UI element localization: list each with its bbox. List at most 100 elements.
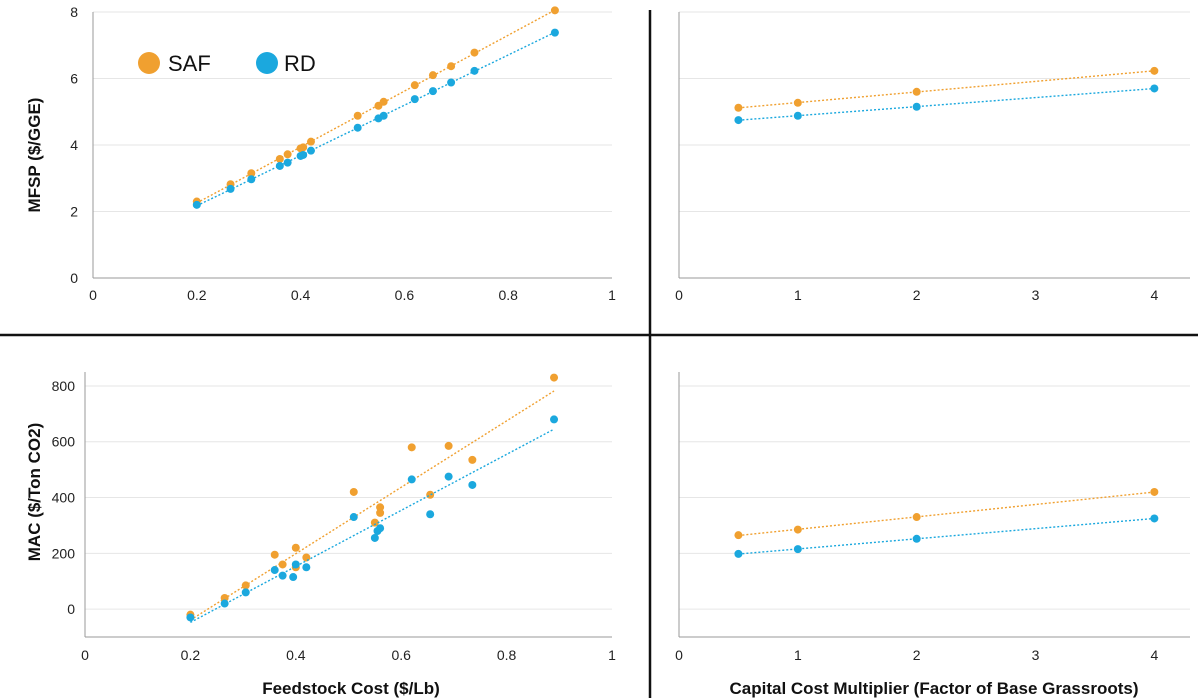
data-point-saf (550, 373, 559, 382)
data-point-saf (407, 443, 416, 452)
data-point-saf (220, 593, 229, 602)
data-point-rd (278, 571, 287, 580)
data-point-saf (306, 137, 315, 146)
data-point-rd (426, 510, 435, 519)
x-tick-label: 1 (794, 287, 802, 303)
x-tick-label: 2 (913, 287, 921, 303)
data-point-rd (550, 415, 559, 424)
data-point-rd (275, 161, 284, 170)
data-point-saf (353, 111, 362, 120)
data-point-rd (912, 534, 921, 543)
x-tick-label: 1 (608, 287, 616, 303)
data-point-rd (376, 524, 385, 533)
data-point-saf (426, 490, 435, 499)
data-point-rd (241, 588, 250, 597)
trendline-saf (738, 70, 1155, 109)
data-point-saf (912, 87, 921, 96)
data-point-saf (447, 62, 456, 71)
data-point-rd (370, 533, 379, 542)
data-point-rd (306, 146, 315, 155)
top-left-y-axis-title: MFSP ($/GGE) (25, 98, 44, 213)
data-point-rd (550, 28, 559, 37)
panel-top-right: 0 1 2 3 4 (675, 11, 1190, 303)
data-point-saf (550, 6, 559, 15)
data-point-saf (291, 543, 300, 552)
y-tick-label: 0 (67, 601, 75, 617)
data-point-saf (247, 169, 256, 178)
x-tick-label: 0 (675, 647, 683, 663)
data-point-saf (734, 531, 743, 540)
data-point-saf (428, 71, 437, 80)
panel-top-left: 0 0.2 0.4 0.6 0.8 1 0 2 4 6 8 (70, 4, 616, 303)
trendline-rd (738, 87, 1155, 121)
data-point-saf (734, 103, 743, 112)
x-tick-label: 0 (89, 287, 97, 303)
data-point-rd (192, 200, 201, 209)
data-point-rd (734, 549, 743, 558)
data-point-saf (349, 487, 358, 496)
data-point-saf (283, 150, 292, 159)
legend-label-saf: SAF (168, 51, 211, 76)
data-point-saf (468, 455, 477, 464)
data-point-rd (912, 102, 921, 111)
y-tick-label: 800 (52, 378, 76, 394)
data-point-saf (302, 553, 311, 562)
data-point-rd (407, 475, 416, 484)
data-point-rd (379, 111, 388, 120)
x-tick-label: 4 (1150, 647, 1158, 663)
data-point-rd (468, 480, 477, 489)
data-point-saf (912, 513, 921, 522)
y-tick-label: 6 (70, 71, 78, 87)
x-tick-label: 2 (913, 647, 921, 663)
data-point-rd (226, 184, 235, 193)
panel-bottom-left: 0 0.2 0.4 0.6 0.8 1 0 200 400 600 800 (52, 372, 616, 663)
data-point-saf (793, 525, 802, 534)
x-tick-label: 3 (1032, 647, 1040, 663)
legend-label-rd: RD (284, 51, 316, 76)
bottom-right-x-axis-title: Capital Cost Multiplier (Factor of Base … (729, 679, 1138, 698)
x-tick-label: 0.4 (286, 647, 306, 663)
legend-marker-rd (256, 52, 278, 74)
data-point-rd (302, 563, 311, 572)
y-tick-label: 600 (52, 434, 76, 450)
bottom-left-x-axis-title: Feedstock Cost ($/Lb) (262, 679, 440, 698)
trendline-saf (738, 491, 1155, 537)
data-point-rd (793, 111, 802, 120)
data-point-rd (470, 66, 479, 75)
x-tick-label: 0.6 (395, 287, 415, 303)
data-point-saf (376, 508, 385, 517)
x-tick-label: 4 (1150, 287, 1158, 303)
y-tick-label: 200 (52, 545, 76, 561)
data-point-rd (353, 123, 362, 132)
data-point-rd (270, 566, 279, 575)
y-tick-label: 0 (70, 270, 78, 286)
y-tick-label: 4 (70, 137, 78, 153)
x-tick-label: 1 (794, 647, 802, 663)
x-tick-label: 0.6 (391, 647, 411, 663)
data-point-saf (275, 154, 284, 163)
data-point-rd (349, 513, 358, 522)
data-point-rd (186, 613, 195, 622)
data-point-saf (793, 98, 802, 107)
data-point-saf (410, 81, 419, 90)
data-point-saf (278, 560, 287, 569)
y-tick-label: 2 (70, 204, 78, 220)
data-point-rd (1150, 84, 1159, 93)
data-point-saf (299, 143, 308, 152)
data-point-saf (1150, 66, 1159, 75)
x-tick-label: 0 (81, 647, 89, 663)
data-point-rd (289, 573, 298, 582)
legend-marker-saf (138, 52, 160, 74)
chart-panels: 0 0.2 0.4 0.6 0.8 1 0 2 4 6 8 0 1 2 3 4 0 0.2 0.4 0.6 0.8 1 0 2… (52, 4, 1190, 663)
trendline-rd (738, 517, 1155, 555)
x-tick-label: 0.8 (497, 647, 517, 663)
x-tick-label: 1 (608, 647, 616, 663)
x-tick-label: 0.4 (291, 287, 311, 303)
data-point-saf (470, 48, 479, 57)
data-point-rd (410, 95, 419, 104)
data-point-saf (241, 581, 250, 590)
data-point-rd (247, 175, 256, 184)
data-point-rd (1150, 514, 1159, 523)
